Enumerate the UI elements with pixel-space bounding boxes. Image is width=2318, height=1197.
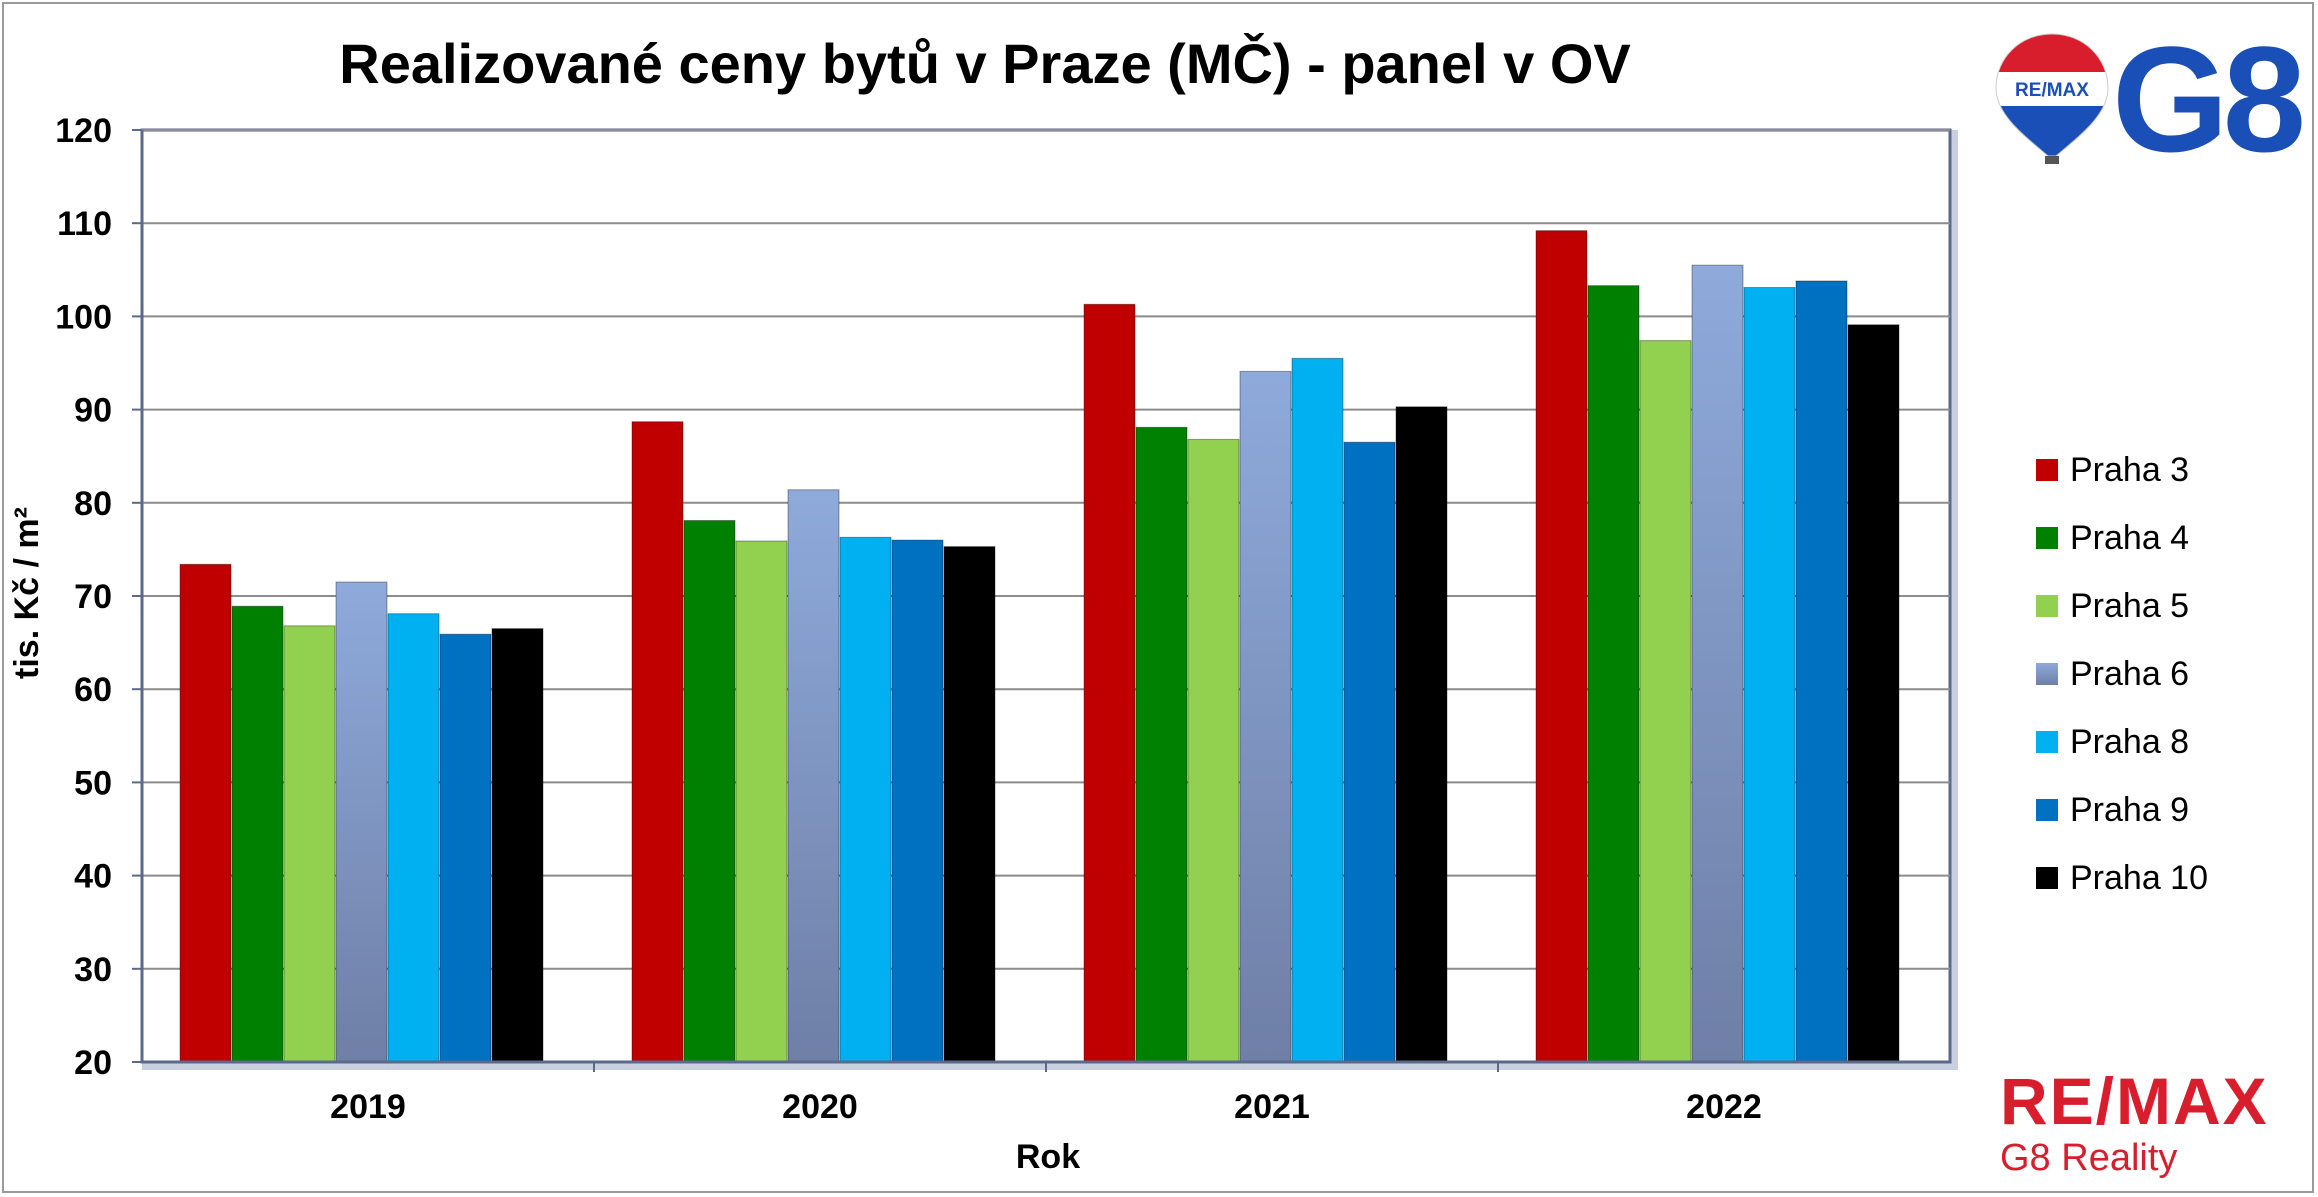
g8-logo: G8 [2112,15,2306,183]
bar [491,628,544,1063]
bar [1239,370,1292,1063]
balloon-text: RE/MAX [2015,80,2089,101]
legend-swatch [2036,867,2058,889]
legend-label: Praha 8 [2070,722,2190,761]
bar [1847,324,1900,1063]
bar [1291,357,1344,1063]
y-tick-label: 110 [57,205,112,243]
legend-item: Praha 6 [2036,640,2276,708]
bars [179,230,1900,1063]
bar [387,613,440,1063]
legend-label: Praha 5 [2070,586,2190,625]
legend-item: Praha 3 [2036,436,2276,504]
bar [439,633,492,1063]
y-tick-label: 60 [74,671,112,709]
bar [1795,280,1848,1063]
y-tick-label: 40 [74,858,112,896]
remax-balloon-logo: RE/MAX [1992,30,2112,175]
bar [1343,441,1396,1063]
bar [631,421,684,1063]
legend-swatch [2036,731,2058,753]
bar [839,536,892,1063]
y-tick-label: 20 [74,1044,112,1082]
legend-swatch [2036,595,2058,617]
x-tick-label: 2021 [1234,1088,1310,1126]
legend-item: Praha 10 [2036,844,2276,912]
bar [943,546,996,1063]
bar [683,520,736,1063]
y-tick-label: 100 [55,298,112,336]
legend-swatch [2036,459,2058,481]
legend-label: Praha 6 [2070,654,2190,693]
legend-swatch [2036,663,2058,685]
legend-label: Praha 9 [2070,790,2190,829]
y-tick-label: 80 [74,485,112,523]
x-tick-label: 2022 [1686,1088,1762,1126]
bar [283,625,336,1063]
bar [1535,230,1588,1063]
bar [891,539,944,1063]
x-tick-label: 2020 [782,1088,858,1126]
y-tick-label: 50 [74,764,112,802]
y-tick-label: 70 [74,578,112,616]
legend-item: Praha 5 [2036,572,2276,640]
y-tick-label: 90 [74,392,112,430]
x-axis-label: Rok [1016,1138,1080,1176]
bar [335,581,388,1063]
legend-swatch [2036,799,2058,821]
bar [1743,287,1796,1063]
bar [1691,264,1744,1063]
legend-item: Praha 4 [2036,504,2276,572]
bar [1135,426,1188,1063]
legend-item: Praha 9 [2036,776,2276,844]
legend-item: Praha 8 [2036,708,2276,776]
legend: Praha 3 Praha 4 Praha 5 Praha 6 Praha 8 Praha… [2036,436,2276,912]
chart-title: Realizované ceny bytů v Praze (MČ) - pan… [339,32,1631,95]
axes: 20 30 40 50 60 70 80 90 100 110 120 2019 2020 2021 202… [55,112,1950,1126]
bar [179,563,232,1063]
y-axis-label: tis. Kč / m² [8,507,46,679]
legend-label: Praha 4 [2070,518,2190,557]
legend-label: Praha 10 [2070,858,2208,897]
bar [1639,340,1692,1063]
x-tick-label: 2019 [330,1088,406,1126]
bar [1587,285,1640,1063]
bar [1395,406,1448,1063]
legend-swatch [2036,527,2058,549]
brand-name: RE/MAX [2000,1064,2269,1138]
bar [735,540,788,1063]
bar [1187,438,1240,1063]
brand-block: RE/MAX G8 Reality [2000,1066,2290,1180]
brand-subtitle: G8 Reality [2000,1137,2178,1179]
bar [231,605,284,1063]
legend-label: Praha 3 [2070,450,2190,489]
y-tick-label: 30 [74,951,112,989]
bar [1083,303,1136,1063]
y-tick-label: 120 [55,112,112,150]
bar [787,489,840,1063]
